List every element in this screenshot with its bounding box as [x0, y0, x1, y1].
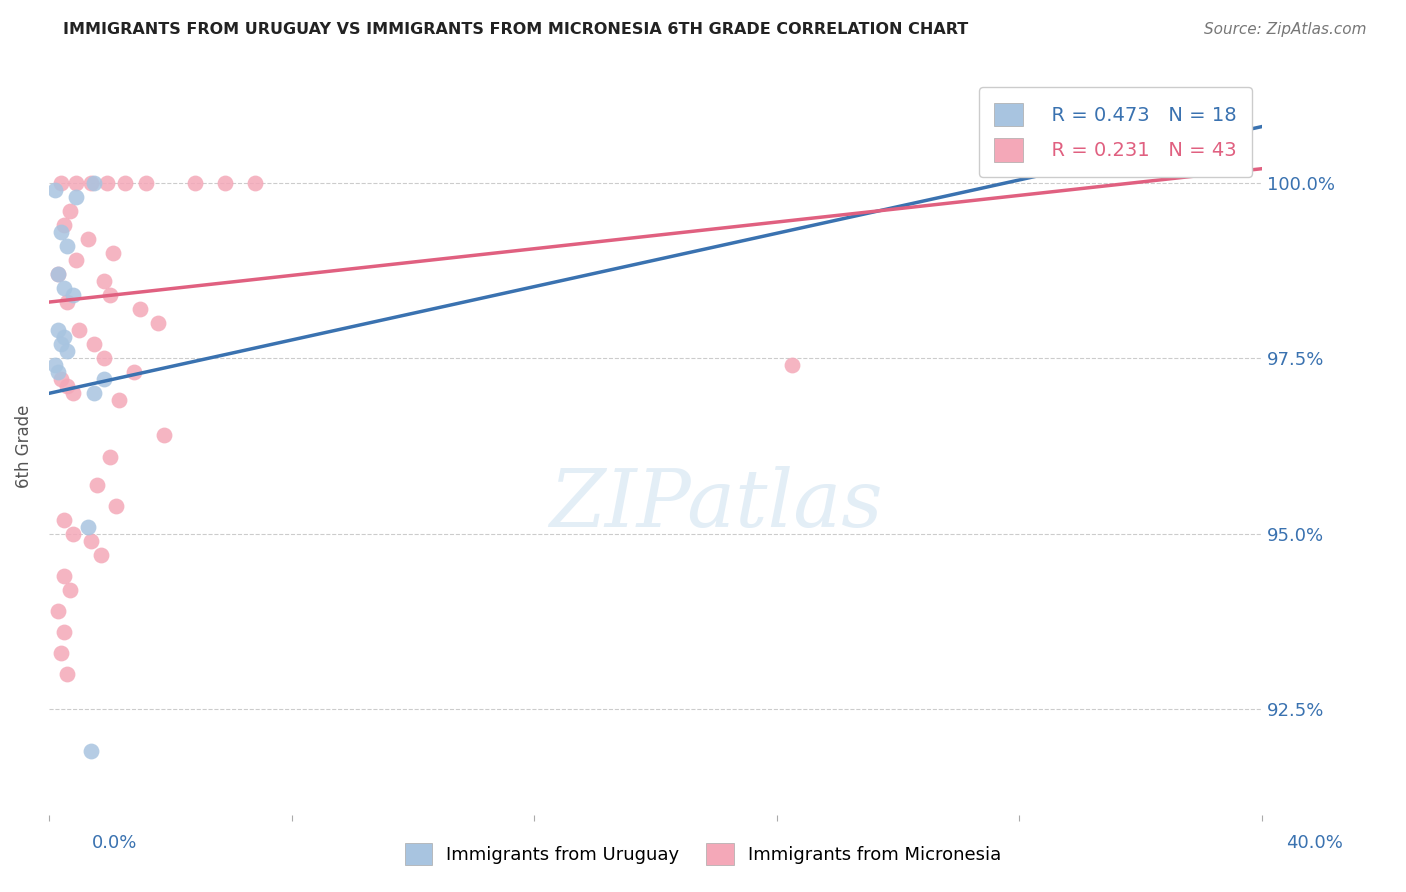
Legend: Immigrants from Uruguay, Immigrants from Micronesia: Immigrants from Uruguay, Immigrants from…: [398, 836, 1008, 872]
Text: IMMIGRANTS FROM URUGUAY VS IMMIGRANTS FROM MICRONESIA 6TH GRADE CORRELATION CHAR: IMMIGRANTS FROM URUGUAY VS IMMIGRANTS FR…: [63, 22, 969, 37]
Point: [135, 176, 157, 190]
Point: [56, 239, 79, 253]
Point: [80, 176, 103, 190]
Point: [56, 379, 79, 393]
Point: [107, 393, 129, 408]
Point: [53, 218, 76, 232]
Point: [62, 386, 84, 401]
Point: [67, 323, 90, 337]
Point: [44, 183, 66, 197]
Point: [65, 190, 87, 204]
Point: [65, 176, 87, 190]
Point: [98, 288, 121, 302]
Point: [46, 323, 69, 337]
Text: 0.0%: 0.0%: [91, 834, 136, 852]
Point: [65, 252, 87, 267]
Point: [53, 569, 76, 583]
Point: [101, 246, 124, 260]
Point: [98, 450, 121, 464]
Point: [80, 533, 103, 548]
Point: [77, 520, 100, 534]
Text: ZIPatlas: ZIPatlas: [550, 467, 883, 544]
Point: [49, 646, 72, 660]
Point: [53, 330, 76, 344]
Point: [49, 337, 72, 351]
Point: [56, 667, 79, 681]
Text: 40.0%: 40.0%: [1286, 834, 1343, 852]
Point: [46, 365, 69, 379]
Point: [93, 372, 115, 386]
Point: [53, 281, 76, 295]
Point: [53, 513, 76, 527]
Point: [49, 176, 72, 190]
Point: [83, 386, 105, 401]
Point: [44, 358, 66, 372]
Point: [93, 351, 115, 366]
Point: [56, 295, 79, 310]
Point: [780, 358, 803, 372]
Point: [49, 372, 72, 386]
Point: [153, 428, 176, 442]
Point: [59, 203, 82, 218]
Point: [53, 625, 76, 640]
Point: [62, 288, 84, 302]
Point: [93, 274, 115, 288]
Text: Source: ZipAtlas.com: Source: ZipAtlas.com: [1204, 22, 1367, 37]
Point: [59, 582, 82, 597]
Point: [243, 176, 266, 190]
Point: [146, 316, 169, 330]
Point: [46, 267, 69, 281]
Point: [83, 176, 105, 190]
Point: [129, 302, 152, 317]
Point: [46, 604, 69, 618]
Point: [80, 744, 103, 758]
Point: [89, 548, 111, 562]
Point: [77, 232, 100, 246]
Y-axis label: 6th Grade: 6th Grade: [15, 404, 32, 488]
Point: [86, 477, 108, 491]
Point: [214, 176, 236, 190]
Point: [122, 365, 145, 379]
Point: [62, 526, 84, 541]
Point: [49, 225, 72, 239]
Legend:   R = 0.473   N = 18,   R = 0.231   N = 43: R = 0.473 N = 18, R = 0.231 N = 43: [979, 87, 1253, 178]
Point: [46, 267, 69, 281]
Point: [104, 499, 127, 513]
Point: [96, 176, 118, 190]
Point: [183, 176, 205, 190]
Point: [114, 176, 136, 190]
Point: [56, 344, 79, 359]
Point: [83, 337, 105, 351]
